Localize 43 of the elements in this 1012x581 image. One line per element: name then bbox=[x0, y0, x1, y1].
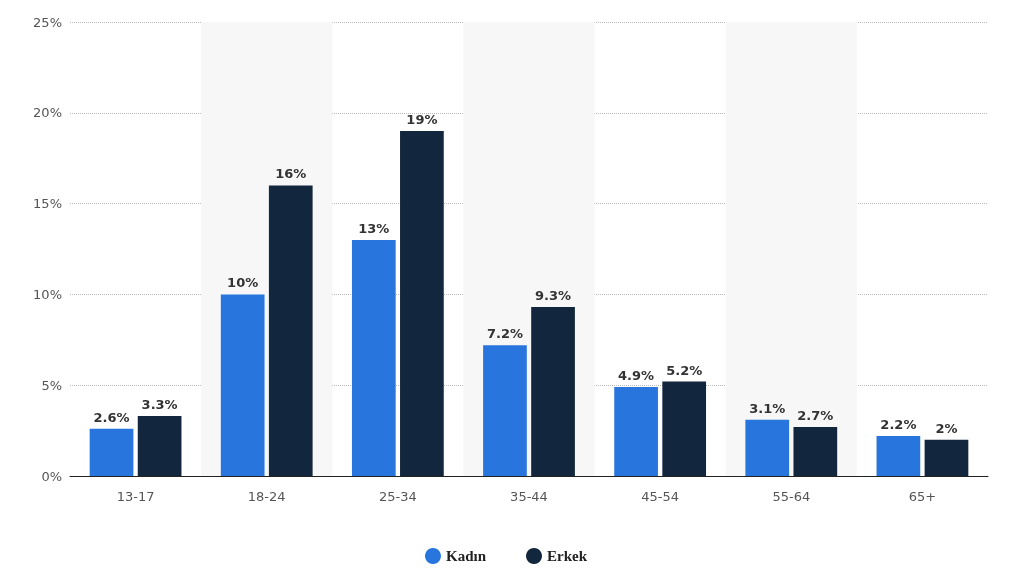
bar bbox=[268, 185, 313, 476]
y-tick-label: 20% bbox=[33, 105, 62, 121]
data-label: 2.2% bbox=[880, 417, 917, 433]
y-tick-label: 10% bbox=[33, 286, 62, 302]
x-tick-label: 55-64 bbox=[772, 489, 811, 504]
bar bbox=[400, 130, 444, 476]
bar bbox=[531, 307, 575, 476]
y-tick-label: 25% bbox=[33, 14, 62, 30]
data-label: 2% bbox=[935, 420, 958, 436]
y-tick-label: 15% bbox=[33, 196, 62, 212]
bar bbox=[662, 381, 707, 476]
x-tick-label: 35-44 bbox=[510, 489, 548, 504]
bar bbox=[924, 439, 969, 476]
legend-label: Kadın bbox=[445, 548, 487, 564]
data-label: 4.9% bbox=[618, 368, 655, 384]
bar bbox=[351, 239, 396, 476]
data-label: 2.6% bbox=[93, 409, 130, 425]
bar bbox=[876, 436, 921, 476]
data-label: 10% bbox=[227, 275, 259, 291]
bar bbox=[220, 294, 265, 476]
x-tick-label: 18-24 bbox=[247, 489, 286, 504]
x-tick-label: 13-17 bbox=[116, 489, 155, 504]
data-label: 5.2% bbox=[666, 362, 703, 378]
data-label: 19% bbox=[406, 111, 438, 127]
data-label: 9.3% bbox=[535, 288, 572, 304]
bar bbox=[89, 428, 134, 476]
data-label: 16% bbox=[275, 166, 307, 182]
data-label: 2.7% bbox=[797, 407, 834, 423]
bar bbox=[793, 426, 838, 476]
x-tick-label: 65+ bbox=[908, 489, 937, 504]
data-label: 3.1% bbox=[749, 400, 786, 416]
bar bbox=[137, 416, 182, 476]
bar bbox=[483, 345, 527, 476]
bar bbox=[614, 387, 658, 476]
data-label: 3.3% bbox=[141, 397, 178, 413]
data-label: 7.2% bbox=[486, 326, 523, 342]
legend-label: Erkek bbox=[547, 548, 588, 564]
x-tick-label: 45-54 bbox=[641, 489, 680, 504]
bar bbox=[745, 419, 790, 476]
y-tick-label: 5% bbox=[41, 377, 62, 393]
x-tick-label: 25-34 bbox=[378, 489, 417, 504]
y-tick-label: 0% bbox=[41, 468, 62, 484]
data-label: 13% bbox=[358, 220, 390, 236]
